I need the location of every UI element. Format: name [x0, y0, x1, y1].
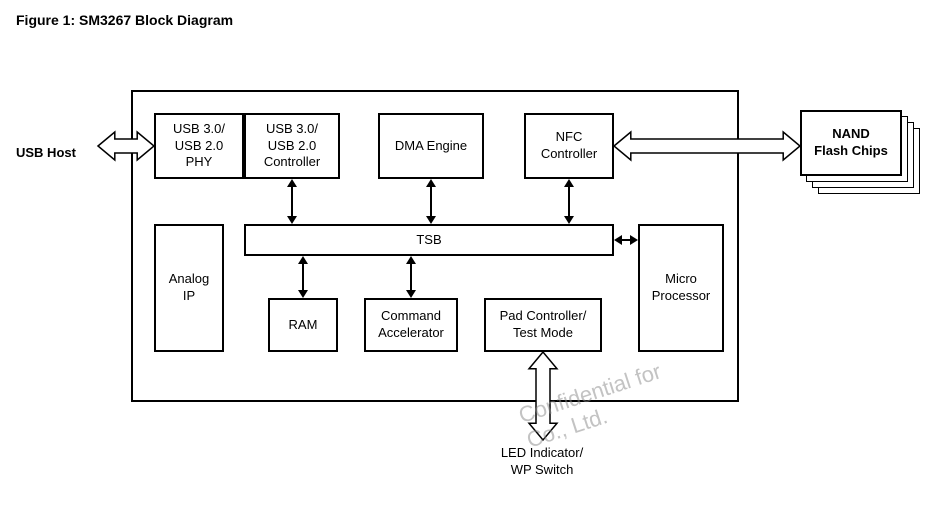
- arrow-cmdaccel-tsb: [406, 256, 416, 298]
- arrow-ram-tsb: [298, 256, 308, 298]
- arrow-pad-led: [529, 352, 557, 440]
- arrow-usbhost-phy: [98, 132, 154, 160]
- arrow-nfc-nand: [614, 132, 800, 160]
- arrow-nfc-tsb: [564, 179, 574, 224]
- arrow-tsb-micro: [614, 235, 638, 245]
- connectors-layer: [0, 0, 936, 505]
- arrow-usbctrl-tsb: [287, 179, 297, 224]
- arrow-dma-tsb: [426, 179, 436, 224]
